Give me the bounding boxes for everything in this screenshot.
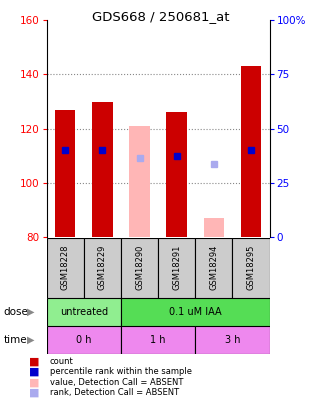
Text: GSM18229: GSM18229 bbox=[98, 245, 107, 290]
Bar bbox=[47, 298, 121, 326]
Text: dose: dose bbox=[3, 307, 28, 317]
Bar bbox=[55, 110, 75, 237]
Bar bbox=[195, 326, 270, 354]
Bar bbox=[241, 66, 261, 237]
Bar bbox=[167, 112, 187, 237]
Text: 3 h: 3 h bbox=[225, 335, 240, 345]
Text: GSM18294: GSM18294 bbox=[209, 245, 218, 290]
Bar bbox=[121, 238, 158, 298]
Text: 1 h: 1 h bbox=[150, 335, 166, 345]
Text: 0.1 uM IAA: 0.1 uM IAA bbox=[169, 307, 221, 317]
Bar bbox=[232, 238, 270, 298]
Text: ■: ■ bbox=[29, 367, 39, 377]
Text: ▶: ▶ bbox=[27, 307, 34, 317]
Text: rank, Detection Call = ABSENT: rank, Detection Call = ABSENT bbox=[50, 388, 179, 397]
Text: 0 h: 0 h bbox=[76, 335, 91, 345]
Text: GSM18291: GSM18291 bbox=[172, 245, 181, 290]
Bar bbox=[84, 238, 121, 298]
Text: ▶: ▶ bbox=[27, 335, 34, 345]
Bar bbox=[121, 326, 195, 354]
Bar bbox=[47, 326, 121, 354]
Text: GSM18290: GSM18290 bbox=[135, 245, 144, 290]
Text: ■: ■ bbox=[29, 356, 39, 366]
Bar bbox=[158, 238, 195, 298]
Bar bbox=[92, 102, 113, 237]
Text: ■: ■ bbox=[29, 388, 39, 398]
Text: GDS668 / 250681_at: GDS668 / 250681_at bbox=[92, 10, 229, 23]
Text: GSM18228: GSM18228 bbox=[61, 245, 70, 290]
Bar bbox=[195, 238, 232, 298]
Bar bbox=[47, 238, 84, 298]
Text: untreated: untreated bbox=[60, 307, 108, 317]
Text: value, Detection Call = ABSENT: value, Detection Call = ABSENT bbox=[50, 378, 183, 387]
Text: ■: ■ bbox=[29, 377, 39, 387]
Text: time: time bbox=[3, 335, 27, 345]
Bar bbox=[129, 126, 150, 237]
Text: count: count bbox=[50, 357, 74, 366]
Bar bbox=[204, 218, 224, 237]
Text: percentile rank within the sample: percentile rank within the sample bbox=[50, 367, 192, 376]
Bar bbox=[121, 298, 270, 326]
Text: GSM18295: GSM18295 bbox=[247, 245, 256, 290]
